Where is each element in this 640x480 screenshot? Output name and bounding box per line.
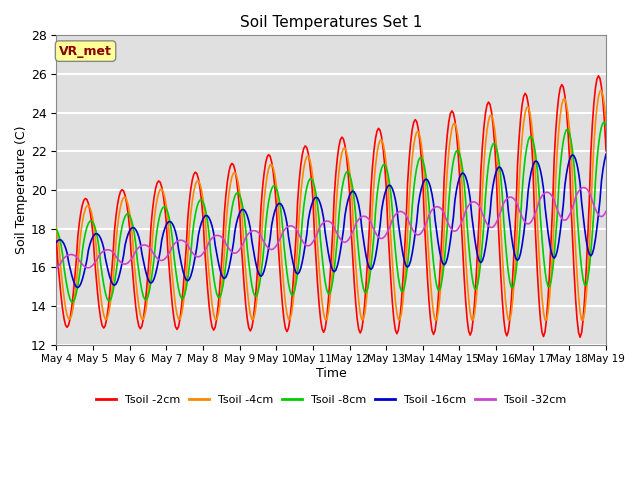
Tsoil -32cm (155, 257, 163, 263)
Line: Tsoil -4cm: Tsoil -4cm (56, 91, 606, 320)
Tsoil -16cm (156, 249, 164, 254)
Tsoil -8cm (385, 179, 393, 184)
Tsoil -16cm (68, 272, 76, 277)
Tsoil -4cm (52, 225, 60, 230)
Tsoil -16cm (74, 285, 81, 290)
Tsoil -8cm (397, 288, 405, 294)
Tsoil -8cm (602, 123, 610, 129)
Tsoil -16cm (536, 168, 544, 173)
Line: Tsoil -16cm: Tsoil -16cm (56, 154, 606, 288)
Tsoil -4cm (384, 178, 392, 183)
Tsoil -32cm (602, 208, 610, 214)
Legend: Tsoil -2cm, Tsoil -4cm, Tsoil -8cm, Tsoil -16cm, Tsoil -32cm: Tsoil -2cm, Tsoil -4cm, Tsoil -8cm, Tsoi… (92, 390, 571, 409)
Tsoil -8cm (156, 211, 164, 217)
Tsoil -8cm (367, 264, 375, 270)
Tsoil -4cm (602, 119, 610, 124)
Title: Soil Temperatures Set 1: Soil Temperatures Set 1 (240, 15, 422, 30)
Y-axis label: Soil Temperature (C): Soil Temperature (C) (15, 126, 28, 254)
Tsoil -16cm (52, 240, 60, 245)
Text: VR_met: VR_met (59, 45, 112, 58)
Tsoil -32cm (52, 266, 60, 272)
Tsoil -32cm (579, 185, 587, 191)
Tsoil -32cm (535, 199, 543, 205)
Tsoil -2cm (396, 316, 404, 322)
Tsoil -16cm (367, 266, 375, 272)
Line: Tsoil -2cm: Tsoil -2cm (56, 76, 606, 337)
Tsoil -2cm (68, 305, 76, 311)
Line: Tsoil -32cm: Tsoil -32cm (56, 188, 606, 269)
Tsoil -2cm (52, 238, 60, 244)
Tsoil -4cm (365, 260, 373, 265)
Tsoil -2cm (155, 178, 163, 184)
Tsoil -2cm (576, 335, 584, 340)
Line: Tsoil -8cm: Tsoil -8cm (56, 122, 606, 302)
Tsoil -8cm (69, 299, 77, 305)
Tsoil -2cm (365, 224, 373, 230)
Tsoil -8cm (601, 120, 609, 125)
Tsoil -32cm (365, 217, 373, 223)
Tsoil -8cm (52, 227, 60, 232)
Tsoil -4cm (396, 317, 404, 323)
Tsoil -2cm (595, 73, 602, 79)
Tsoil -32cm (68, 252, 76, 257)
Tsoil -8cm (68, 299, 76, 305)
Tsoil -8cm (536, 215, 544, 220)
Tsoil -2cm (535, 296, 543, 301)
Tsoil -16cm (385, 182, 393, 188)
X-axis label: Time: Time (316, 367, 347, 380)
Tsoil -2cm (384, 222, 392, 228)
Tsoil -16cm (602, 151, 610, 157)
Tsoil -2cm (602, 148, 610, 154)
Tsoil -4cm (68, 312, 76, 318)
Tsoil -32cm (396, 209, 404, 215)
Tsoil -4cm (155, 190, 163, 196)
Tsoil -4cm (598, 88, 605, 94)
Tsoil -4cm (535, 248, 543, 254)
Tsoil -32cm (384, 228, 392, 234)
Tsoil -16cm (397, 242, 405, 248)
Tsoil -4cm (579, 317, 587, 323)
